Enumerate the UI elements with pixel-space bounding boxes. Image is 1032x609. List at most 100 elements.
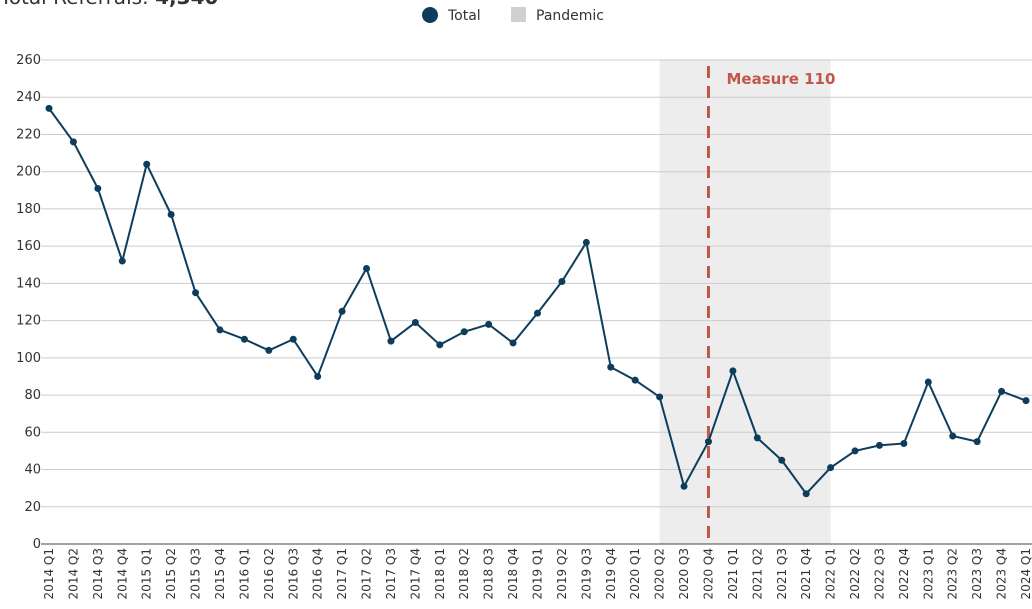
line (48, 107, 1027, 496)
y-tick-label: 20 (24, 500, 41, 515)
x-tick-label: 2023 Q3 (970, 548, 984, 599)
point (851, 447, 859, 455)
header: Total Referrals: 4,340 (0, 0, 218, 9)
point (778, 456, 786, 464)
x-tick-label: 2022 Q3 (872, 548, 886, 599)
x-tick-label: 2016 Q2 (262, 548, 276, 599)
x-tick-label: 2020 Q1 (628, 548, 642, 599)
point (411, 318, 419, 326)
x-tick-label: 2015 Q2 (164, 548, 178, 599)
x-tick-label: 2015 Q4 (213, 548, 227, 599)
point (509, 339, 517, 347)
point (607, 363, 615, 371)
legend-label: Total (447, 8, 481, 24)
point (729, 367, 737, 375)
y-tick-label: 140 (16, 276, 41, 291)
point (460, 328, 468, 336)
x-tick-label: 2017 Q1 (335, 548, 349, 599)
x-tick-label: 2024 Q1 (1019, 548, 1032, 599)
point (338, 307, 346, 315)
pandemic-band (659, 60, 831, 544)
x-tick-label: 2015 Q1 (140, 548, 154, 599)
point (216, 326, 224, 334)
point (949, 432, 957, 440)
x-tick-label: 2015 Q3 (189, 548, 203, 599)
x-tick-label: 2020 Q4 (701, 548, 715, 599)
x-tick-label: 2019 Q4 (604, 548, 618, 599)
point (704, 438, 712, 446)
point (240, 335, 248, 343)
point (69, 138, 77, 146)
legend-marker (511, 7, 526, 22)
point (631, 376, 639, 384)
y-tick-label: 100 (16, 351, 41, 366)
point (534, 309, 541, 317)
x-tick-label: 2017 Q2 (360, 548, 374, 599)
point (192, 289, 200, 297)
point (387, 337, 395, 345)
x-tick-label: 2018 Q3 (482, 548, 496, 599)
x-tick-label: 2014 Q2 (66, 548, 80, 599)
point (45, 104, 53, 112)
y-tick-label: 260 (16, 53, 41, 68)
point (973, 438, 981, 446)
point (167, 211, 175, 219)
y-tick-label: 240 (16, 90, 41, 105)
x-tick-label: 2017 Q3 (384, 548, 398, 599)
x-tick-label: 2014 Q1 (42, 548, 56, 599)
y-tick-label: 0 (33, 537, 41, 552)
point (558, 278, 566, 286)
x-tick-label: 2018 Q1 (433, 548, 447, 599)
point (656, 393, 664, 401)
y-tick-label: 60 (24, 425, 41, 440)
point (924, 378, 932, 386)
x-tick-label: 2019 Q1 (531, 548, 545, 599)
x-tick-label: 2023 Q1 (921, 548, 935, 599)
x-tick-label: 2021 Q4 (799, 548, 813, 599)
x-tick-label: 2017 Q4 (408, 548, 422, 599)
y-tick-label: 220 (16, 127, 41, 142)
header-value: 4,340 (155, 0, 218, 9)
y-tick-label: 160 (16, 239, 41, 254)
x-tick-label: 2020 Q2 (653, 548, 667, 599)
point (485, 320, 493, 328)
point (582, 238, 590, 246)
x-tick-label: 2021 Q3 (775, 548, 789, 599)
x-tick-label: 2023 Q4 (995, 548, 1009, 599)
point (802, 490, 810, 498)
point (314, 372, 322, 380)
point (143, 160, 151, 168)
point (998, 387, 1006, 395)
x-tick-label: 2021 Q1 (726, 548, 740, 599)
legend-marker (422, 7, 438, 23)
y-tick-label: 200 (16, 165, 41, 180)
y-tick-label: 40 (24, 463, 41, 478)
point (363, 264, 371, 272)
x-tick-label: 2018 Q4 (506, 548, 520, 599)
x-tick-label: 2016 Q4 (311, 548, 325, 599)
point (900, 439, 908, 447)
point (289, 335, 297, 343)
x-tick-label: 2014 Q4 (115, 548, 129, 599)
x-tick-label: 2022 Q2 (848, 548, 862, 599)
point (1022, 397, 1030, 405)
point (118, 257, 126, 265)
x-tick-label: 2023 Q2 (946, 548, 960, 599)
x-tick-label: 2021 Q2 (750, 548, 764, 599)
point (875, 441, 883, 449)
x-tick-label: 2019 Q3 (579, 548, 593, 599)
point (680, 482, 688, 490)
point (753, 434, 761, 442)
annotation-text: Measure 110 (726, 70, 835, 88)
x-tick-label: 2016 Q3 (286, 548, 300, 599)
legend-label: Pandemic (536, 8, 604, 24)
point (265, 346, 273, 354)
point (94, 184, 102, 192)
point (436, 341, 444, 349)
x-tick-label: 2014 Q3 (91, 548, 105, 599)
y-tick-label: 80 (24, 388, 41, 403)
header-label: Total Referrals: (0, 0, 149, 9)
y-tick-label: 120 (16, 314, 41, 329)
x-tick-label: 2018 Q2 (457, 548, 471, 599)
x-tick-label: 2022 Q4 (897, 548, 911, 599)
